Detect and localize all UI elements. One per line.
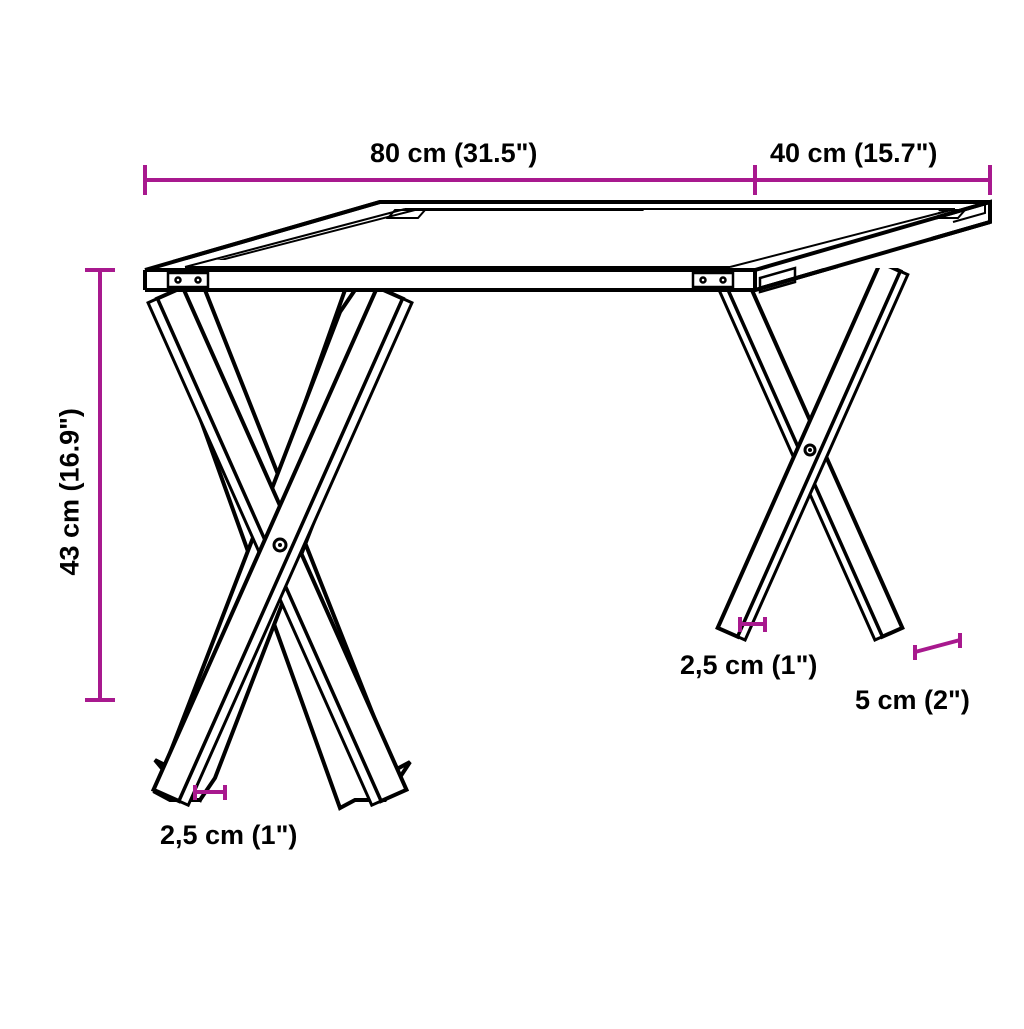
dim-height-label: 43 cm (16.9") bbox=[55, 396, 86, 576]
dim-leg-front-label: 2,5 cm (1") bbox=[160, 820, 297, 851]
front-leg-x bbox=[148, 287, 412, 805]
dim-leg-depth-label: 5 cm (2") bbox=[855, 685, 970, 716]
dim-depth-label: 40 cm (15.7") bbox=[770, 138, 937, 169]
dim-width-label: 80 cm (31.5") bbox=[370, 138, 537, 169]
dim-leg-back-label: 2,5 cm (1") bbox=[680, 650, 817, 681]
back-leg-x bbox=[712, 262, 908, 640]
